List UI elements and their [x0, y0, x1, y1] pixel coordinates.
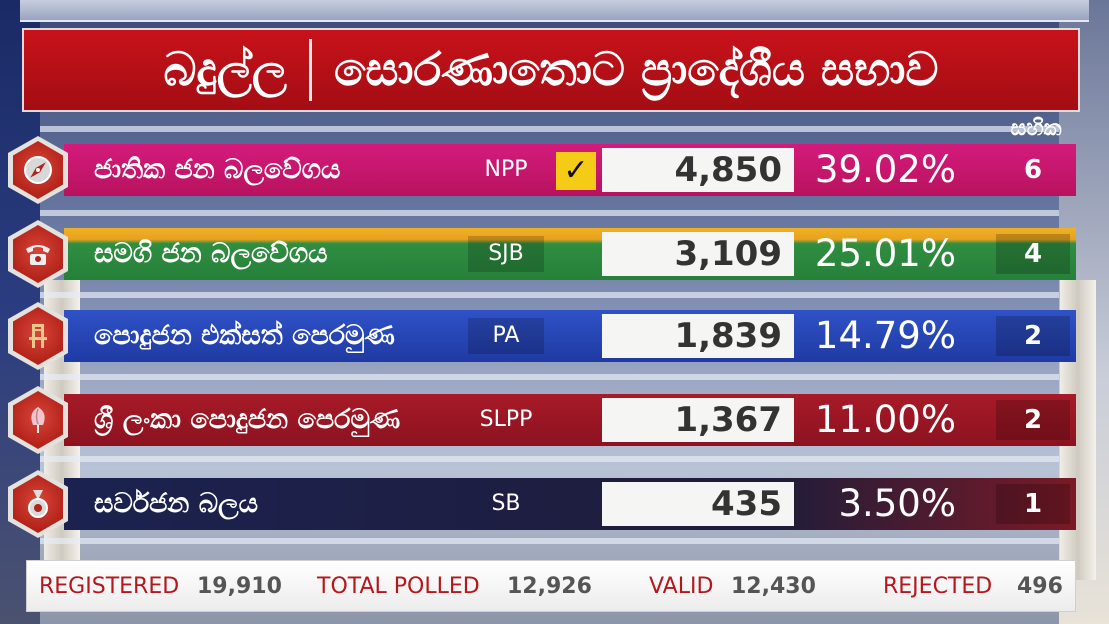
background-stripe [40, 456, 1059, 462]
party-row-slpp: ශ්‍රී ලංකා පොදුජන පෙරමුණ SLPP 1,367 11.0… [64, 394, 1076, 446]
party-name: සර්වජන බලය [94, 488, 259, 519]
party-bar [64, 478, 1076, 530]
party-percentage: 11.00% [814, 398, 956, 441]
valid-value: 12,430 [731, 574, 816, 599]
party-row-pa: පොදුජන එක්සත් පෙරමුණ PA 1,839 14.79% 2 [64, 310, 1076, 362]
district-title: බදුල්ල [163, 42, 287, 96]
party-bar [64, 310, 1076, 362]
party-name: සමගි ජන බලවේගය [94, 238, 328, 269]
header-divider [309, 39, 312, 101]
summary-bar: REGISTERED 19,910 TOTAL POLLED 12,926 VA… [26, 560, 1076, 612]
party-name: ශ්‍රී ලංකා පොදුජන පෙරමුණ [94, 404, 401, 435]
party-abbreviation: NPP [484, 157, 528, 182]
party-percentage: 25.01% [814, 232, 956, 275]
compass-icon [24, 156, 52, 184]
background-stripe [40, 126, 1059, 132]
party-name: ජාතික ජන බලවේගය [94, 154, 341, 185]
party-seats: 1 [996, 484, 1070, 524]
rejected-value: 496 [1017, 574, 1063, 599]
background-top-beam [20, 0, 1089, 22]
results-header: බදුල්ල සොරණාතොට ප්‍රාදේශීය සභාව [22, 28, 1080, 112]
party-abbreviation: SB [491, 491, 521, 516]
party-row-sjb: සමගි ජන බලවේගය SJB 3,109 25.01% 4 [64, 228, 1076, 280]
background-stripe [40, 292, 1059, 298]
rejected-label: REJECTED [883, 574, 993, 599]
flower-bud-icon [31, 407, 45, 433]
party-name: පොදුජන එක්සත් පෙරමුණ [94, 320, 395, 351]
party-percentage: 3.50% [838, 482, 956, 525]
party-bar [64, 394, 1076, 446]
background-stripe [40, 538, 1059, 544]
party-seats: 2 [996, 316, 1070, 356]
party-symbol [8, 302, 68, 370]
registered-value: 19,910 [197, 574, 282, 599]
party-symbol [8, 220, 68, 288]
party-abbreviation: SJB [468, 236, 544, 272]
background-stripe [40, 210, 1059, 216]
registered-label: REGISTERED [39, 574, 180, 599]
party-abbreviation: PA [468, 318, 544, 354]
party-votes: 1,367 [602, 398, 794, 442]
total-polled-label: TOTAL POLLED [317, 574, 480, 599]
winner-check-icon: ✓ [556, 152, 596, 190]
party-row-npp: ජාතික ජන බලවේගය NPP ✓ 4,850 39.02% 6 [64, 144, 1076, 196]
party-seats: 6 [1023, 155, 1043, 185]
party-percentage: 14.79% [814, 314, 956, 357]
medal-icon [28, 490, 48, 518]
telephone-icon [26, 245, 50, 265]
valid-label: VALID [649, 574, 714, 599]
chair-icon [29, 324, 47, 348]
party-percentage: 39.02% [814, 148, 956, 191]
party-symbol [8, 136, 68, 204]
party-votes: 3,109 [602, 232, 794, 276]
party-abbreviation: SLPP [479, 407, 533, 432]
party-seats: 2 [996, 400, 1070, 440]
party-seats: 4 [996, 234, 1070, 274]
party-row-sb: සර්වජන බලය SB 435 3.50% 1 [64, 478, 1076, 530]
party-votes: 435 [602, 482, 794, 526]
party-votes: 4,850 [602, 148, 794, 192]
party-votes: 1,839 [602, 314, 794, 358]
background-stripe [40, 374, 1059, 380]
party-bar [64, 228, 1076, 280]
council-title: සොරණාතොට ප්‍රාදේශීය සභාව [334, 42, 939, 96]
total-polled-value: 12,926 [507, 574, 592, 599]
party-symbol [8, 386, 68, 454]
seats-column-header: සහික [1010, 116, 1062, 141]
